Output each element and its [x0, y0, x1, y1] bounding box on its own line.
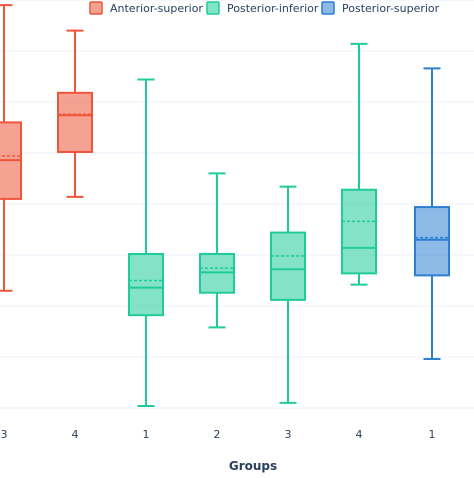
box-posterior-inferior-3[interactable] [270, 185, 306, 404]
x-axis-title: Groups [229, 459, 277, 473]
x-tick-labels: 3 4 1 2 3 4 1 [1, 428, 436, 441]
legend-item-posterior-inferior[interactable]: Posterior-inferior [206, 1, 319, 15]
x-tick-label: 3 [285, 428, 292, 441]
legend-item-posterior-superior[interactable]: Posterior-superior [321, 1, 440, 15]
x-tick-label: 4 [356, 428, 363, 441]
iqr-box [341, 188, 377, 275]
gridlines [0, 0, 474, 409]
legend-item-anterior-superior[interactable]: Anterior-superior [89, 1, 203, 15]
box-posterior-inferior-4[interactable] [341, 42, 377, 286]
legend-label: Posterior-inferior [227, 2, 319, 15]
box-posterior-superior-1[interactable] [414, 67, 450, 361]
legend[interactable]: Anterior-superior Posterior-inferior Poste… [89, 1, 440, 15]
box-series [0, 4, 450, 407]
iqr-box [199, 252, 235, 294]
box-posterior-inferior-1[interactable] [128, 78, 164, 407]
legend-swatch [89, 1, 103, 15]
x-tick-label: 1 [429, 428, 436, 441]
x-tick-label: 2 [214, 428, 221, 441]
legend-swatch [321, 1, 335, 15]
box-anterior-superior-4[interactable] [57, 29, 93, 198]
x-tick-label: 1 [143, 428, 150, 441]
box-anterior-superior-3[interactable] [0, 4, 22, 292]
iqr-box [128, 252, 164, 317]
legend-swatch [206, 1, 220, 15]
iqr-box [270, 231, 306, 301]
x-tick-label: 4 [72, 428, 79, 441]
x-tick-label: 3 [1, 428, 8, 441]
legend-label: Anterior-superior [110, 2, 203, 15]
legend-label: Posterior-superior [342, 2, 440, 15]
box-posterior-inferior-2[interactable] [199, 172, 235, 329]
iqr-box [414, 206, 450, 277]
iqr-box [57, 91, 93, 153]
